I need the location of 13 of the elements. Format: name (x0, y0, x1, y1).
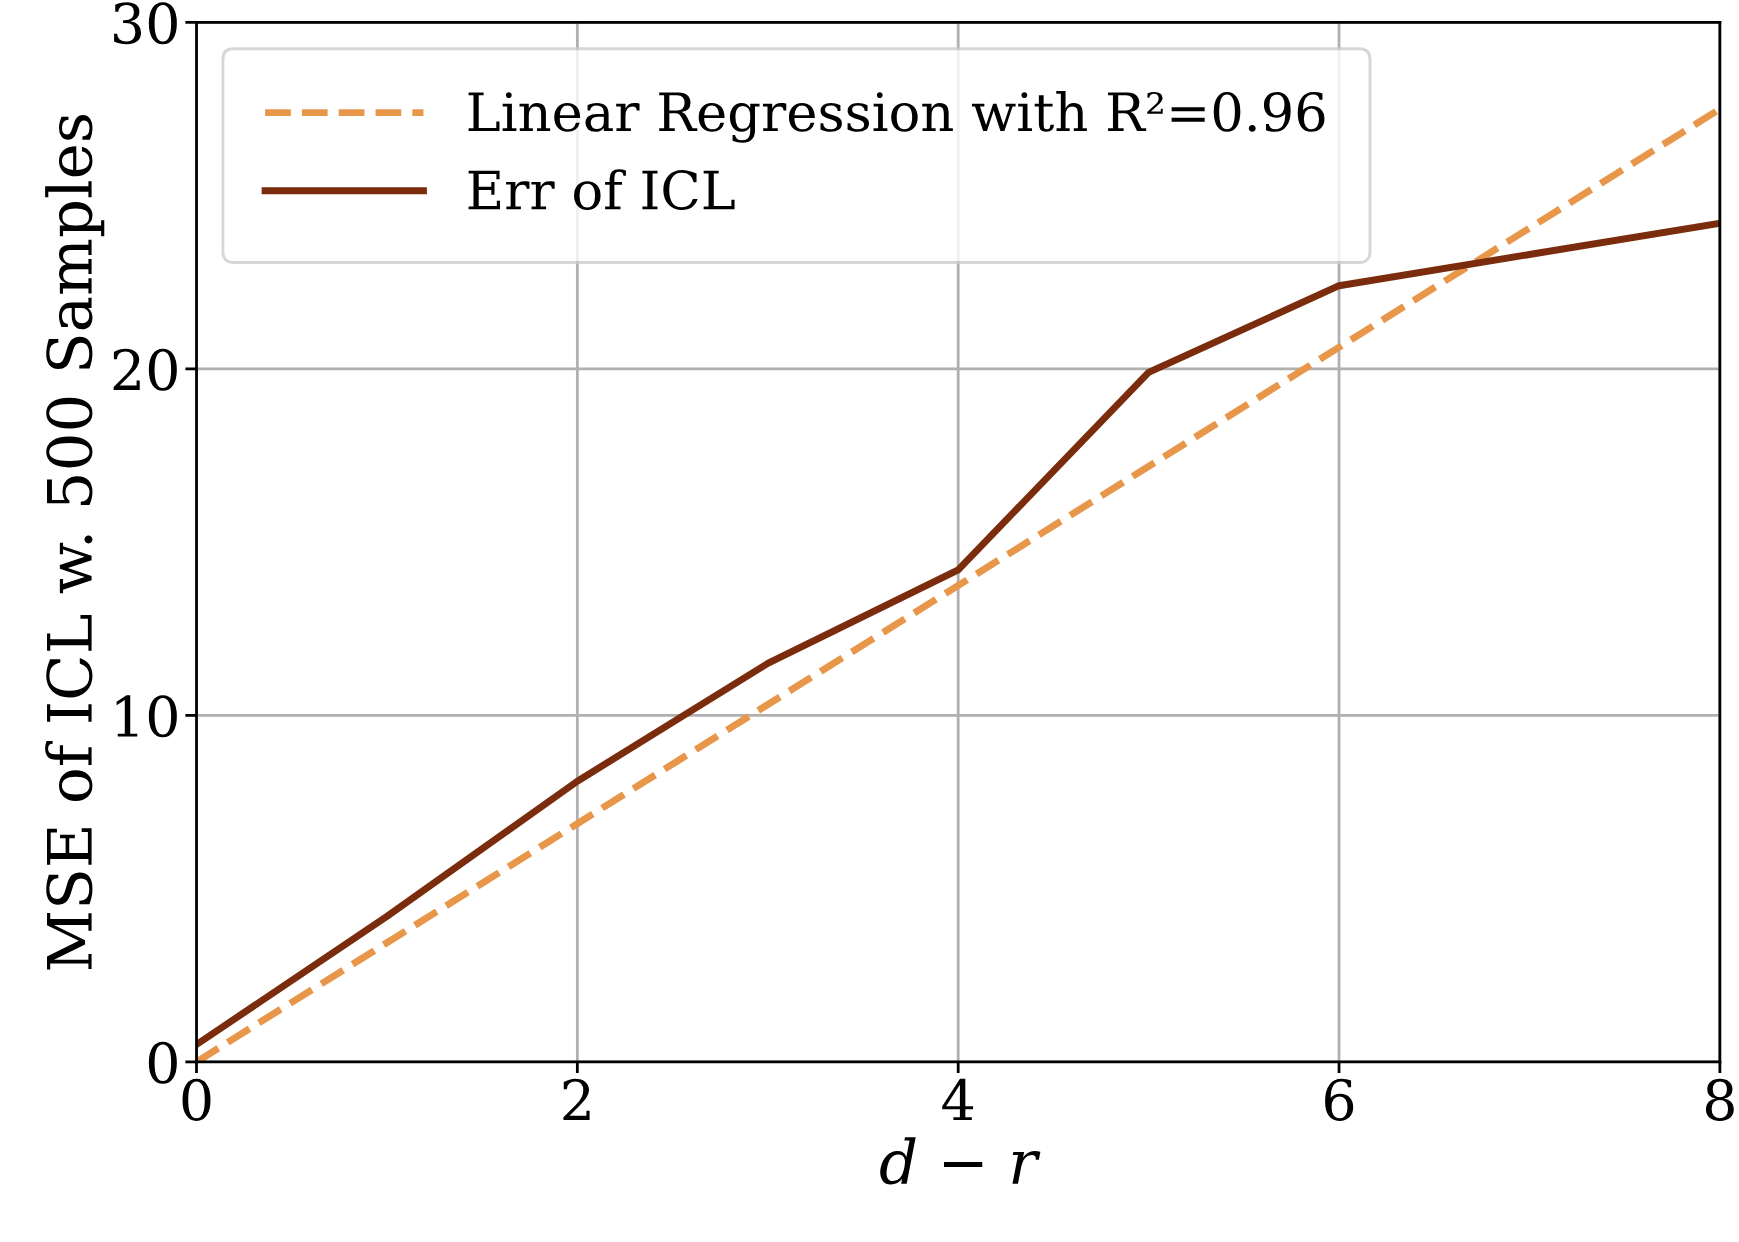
x-tick-label: 6 (1325, 1078, 1354, 1121)
y-tick-label: 0 (148, 1041, 177, 1084)
legend-label: Err of ICL (468, 169, 735, 211)
y-axis-title: MSE of ICL w. 500 Samples (45, 114, 105, 970)
x-axis-title: d − r (880, 1137, 1041, 1185)
legend-label: Linear Regression with R²=0.96 (468, 90, 1325, 143)
y-tick-label: 20 (113, 348, 177, 391)
x-tick-label: 2 (563, 1078, 590, 1121)
x-tick-label: 8 (1705, 1078, 1734, 1121)
y-tick-label: 30 (114, 2, 177, 45)
y-tick-label: 10 (116, 695, 177, 738)
x-tick-label: 0 (182, 1078, 211, 1121)
x-tick-label: 4 (942, 1078, 974, 1121)
